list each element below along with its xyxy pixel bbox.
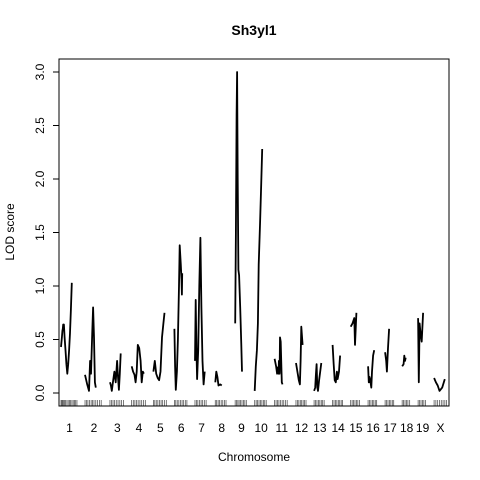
x-tick-label: 9 [238,421,245,435]
lod-series-chr-11 [273,336,284,385]
x-tick-label: 12 [295,421,309,435]
x-tick-label: 19 [416,421,430,435]
lod-series-chr-10 [253,148,264,391]
x-axis: 1 2 3 4 5 6 7 8 9 10 11 12 13 14 15 16 17 18 19 X [66,421,444,435]
x-tick-label: 11 [276,421,289,435]
x-tick-label: X [437,421,445,435]
x-tick-label: 18 [400,421,414,435]
x-tick-label: 4 [136,421,143,435]
x-tick-label: 16 [366,421,380,435]
lod-series-chr-7 [194,236,206,386]
y-tick-label: 0.5 [33,331,47,348]
lod-series-chr-9 [234,71,243,372]
lod-series-chr-19 [417,312,424,384]
plot-area [60,71,447,406]
y-tick-label: 2.5 [33,117,47,134]
lod-series-chr-14 [331,344,341,384]
lod-series-chr-13 [313,362,323,392]
x-tick-label: 1 [66,421,73,435]
lod-series-chr-16 [367,350,376,389]
lod-series-chr-X [433,377,446,392]
lod-series-chr-17 [384,328,390,373]
lod-series-chr-6 [173,244,184,391]
lod-series-chr-15 [349,312,358,346]
y-tick-label: 3.0 [33,63,47,80]
y-tick-label: 0.0 [33,384,47,401]
x-tick-label: 6 [178,421,185,435]
x-tick-label: 14 [331,421,345,435]
x-tick-label: 8 [218,421,225,435]
x-tick-label: 7 [198,421,205,435]
lod-series-chr-1 [60,282,73,375]
x-tick-label: 5 [157,421,164,435]
x-tick-label: 13 [313,421,327,435]
x-tick-label: 17 [383,421,397,435]
lod-series-chr-2 [84,306,97,392]
y-axis: 0.0 0.5 1.0 1.5 2.0 2.5 3.0 [33,63,59,401]
y-tick-label: 2.0 [33,170,47,187]
y-axis-label: LOD score [3,203,17,261]
x-tick-label: 3 [114,421,121,435]
lod-series-chr-18 [401,354,407,367]
lod-series-chr-3 [109,353,122,392]
x-tick-label: 2 [91,421,98,435]
lod-series-chr-5 [152,312,166,382]
y-tick-label: 1.0 [33,277,47,294]
chart-title: Sh3yl1 [231,22,276,38]
y-tick-label: 1.5 [33,224,47,241]
lod-series-chr-4 [130,344,145,384]
lod-series-chr-8 [214,370,223,387]
plot-frame [58,58,450,407]
x-tick-label: 10 [254,421,268,435]
lod-series-chr-12 [295,325,304,386]
x-tick-label: 15 [349,421,363,435]
x-axis-label: Chromosome [218,450,290,464]
